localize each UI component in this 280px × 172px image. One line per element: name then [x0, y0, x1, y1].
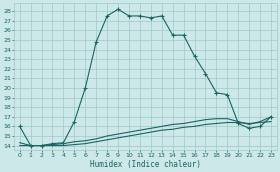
X-axis label: Humidex (Indice chaleur): Humidex (Indice chaleur): [90, 159, 201, 169]
